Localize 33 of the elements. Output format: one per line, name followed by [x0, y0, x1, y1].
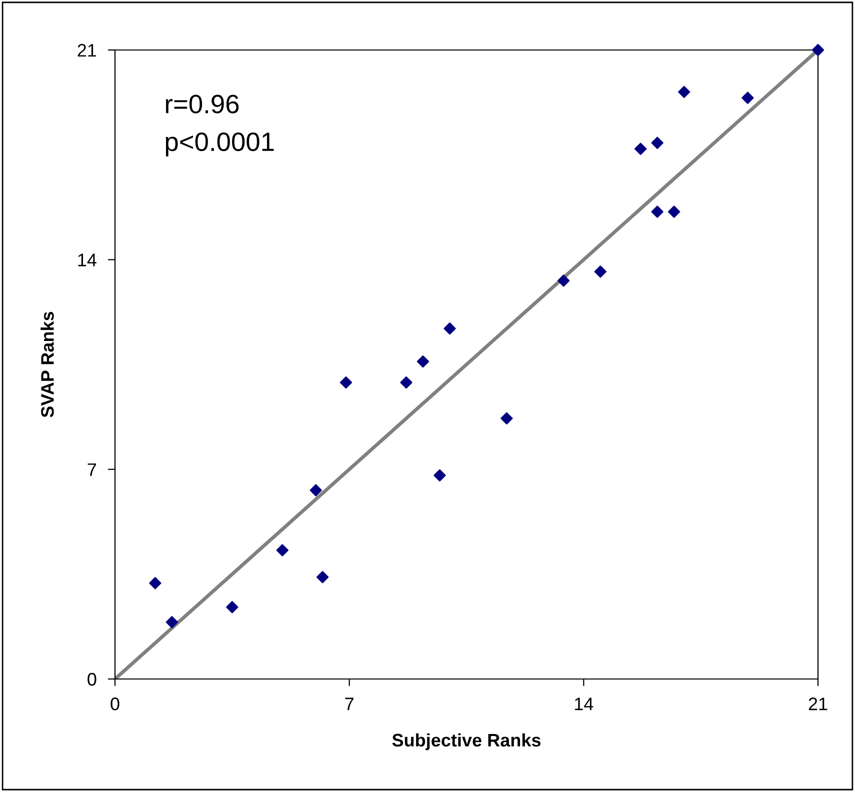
- point: [166, 616, 178, 628]
- point: [500, 412, 513, 424]
- point: [558, 274, 570, 287]
- point: [434, 469, 446, 482]
- point: [276, 544, 288, 556]
- point: [812, 44, 824, 56]
- x-tick-label: 0: [110, 698, 120, 710]
- y-tick-label: 14: [78, 254, 96, 266]
- point: [400, 376, 412, 389]
- point: [634, 142, 647, 155]
- x-tick-label: 7: [345, 698, 354, 710]
- point: [226, 601, 238, 614]
- point: [149, 577, 162, 590]
- point: [668, 206, 680, 218]
- point: [416, 355, 430, 368]
- point: [678, 86, 690, 98]
- point: [340, 376, 352, 389]
- point: [594, 266, 606, 278]
- point: [651, 206, 664, 218]
- annotation: p<0.0001: [166, 132, 274, 156]
- y-tick-label: 7: [88, 463, 96, 476]
- x-tick-label: 14: [575, 698, 594, 710]
- point: [310, 484, 322, 496]
- annotation: r=0.96: [166, 94, 239, 114]
- y-tick-label: 0: [88, 672, 96, 686]
- y-axis-title: SVAP Ranks: [40, 312, 54, 418]
- x-tick-label: 21: [808, 698, 828, 710]
- x-axis-title: Subjective Ranks: [392, 733, 541, 750]
- y-tick-label: 21: [78, 44, 96, 57]
- point: [651, 136, 664, 149]
- point: [316, 571, 329, 584]
- point: [444, 322, 456, 335]
- point: [742, 92, 754, 104]
